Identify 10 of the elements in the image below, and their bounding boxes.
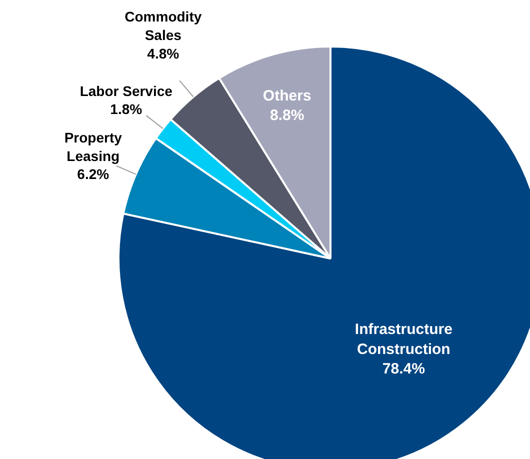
data-label: 8.8% bbox=[270, 106, 304, 124]
data-label: 78.4% bbox=[382, 360, 425, 378]
slice-label: Commodity Sales bbox=[124, 8, 202, 43]
slice-label: Infrastructure Construction bbox=[354, 321, 452, 358]
slice-label: Property Leasing bbox=[64, 129, 122, 164]
slice-label: Others bbox=[262, 87, 312, 104]
data-label: 6.2% bbox=[77, 166, 110, 182]
slice-label: Labor Service bbox=[80, 82, 173, 99]
data-label: 1.8% bbox=[110, 101, 143, 118]
data-label: 4.8% bbox=[147, 45, 180, 62]
